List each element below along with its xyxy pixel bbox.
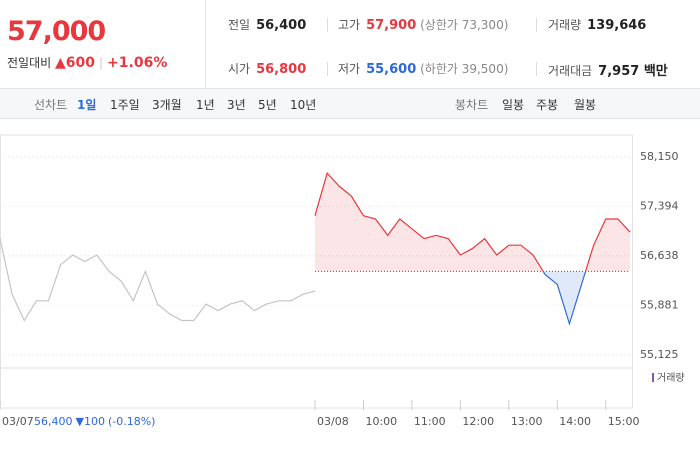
- stat-value: 139,646: [587, 18, 647, 33]
- stat-label: 전일: [228, 18, 251, 32]
- stat-note: (상한가 73,300): [420, 18, 509, 32]
- header: 57,000 전일대비 ▲600 | +1.06% 전일 56,400 고가 57,90…: [0, 0, 700, 89]
- line-down: [542, 271, 587, 326]
- stat-label: 저가: [338, 62, 361, 76]
- stat-value: 56,400: [256, 18, 307, 33]
- footer-rate: (-0.18%): [108, 415, 156, 428]
- stat-label: 시가: [228, 62, 251, 76]
- chart: 58,150 57,394 56,638 55,881 55,125 03/07 03/08…: [0, 134, 685, 428]
- tab-group-label: 봉차트: [455, 98, 489, 112]
- volume-legend-swatch: [652, 373, 654, 382]
- area-down: [543, 271, 586, 324]
- stat: 전일 56,400: [228, 16, 306, 33]
- stat-value: 57,900: [366, 18, 417, 33]
- tab[interactable]: 일봉: [502, 98, 525, 112]
- y-tick-label: 57,394: [640, 199, 679, 212]
- footer-change: ▼100: [76, 415, 105, 428]
- stat-note: (하한가 39,500): [420, 62, 509, 76]
- tab[interactable]: 1주일: [110, 98, 140, 112]
- x-tick-label: 13:00: [511, 415, 543, 428]
- stat: 고가 57,900 (상한가 73,300): [338, 16, 508, 33]
- tab[interactable]: 3년: [227, 98, 246, 112]
- tab[interactable]: 1년: [196, 98, 215, 112]
- line: [0, 238, 316, 322]
- footer-price: 56,400: [34, 415, 73, 428]
- stat-value: 56,800: [256, 62, 307, 77]
- x-tick-label: 11:00: [414, 415, 446, 428]
- volume-legend: 거래량: [657, 372, 685, 384]
- stat-label: 거래대금: [548, 64, 593, 78]
- stat-label: 거래량: [548, 18, 582, 32]
- stat: 거래량 139,646: [548, 16, 646, 33]
- x-tick-label: 15:00: [608, 415, 640, 428]
- tab-group-label: 선차트: [34, 98, 68, 112]
- price-box: 57,000 전일대비 ▲600 | +1.06%: [0, 0, 206, 88]
- stat: 저가 55,600 (하한가 39,500): [338, 60, 508, 77]
- tab[interactable]: 월봉: [574, 98, 597, 112]
- line-up: [314, 171, 631, 272]
- stat-label: 고가: [338, 18, 361, 32]
- stat-value: 55,600: [366, 62, 417, 77]
- change-line: 전일대비 ▲600 | +1.06%: [7, 55, 168, 71]
- stat: 거래대금 7,957 백만: [548, 60, 668, 79]
- tab[interactable]: 10년: [290, 98, 317, 112]
- tab-bar: 선차트 봉차트 1일 1주일 3개월 1년 3년 5년 10년 일봉 주봉 월봉: [0, 89, 700, 119]
- plot-frame: [0, 134, 633, 409]
- y-tick-label: 55,881: [640, 298, 679, 311]
- tab[interactable]: 주봉: [536, 98, 559, 112]
- y-tick-label: 55,125: [640, 348, 679, 361]
- x-tick-label: 10:00: [365, 415, 397, 428]
- x-tick-label: 03/07: [2, 415, 34, 428]
- area-up: [315, 173, 630, 272]
- x-tick-label: 12:00: [462, 415, 494, 428]
- x-tick-label: 14:00: [559, 415, 591, 428]
- tab[interactable]: 1일: [77, 98, 97, 112]
- price: 57,000: [7, 16, 106, 47]
- stat: 시가 56,800: [228, 60, 306, 77]
- x-tick-label: 03/08: [317, 415, 349, 428]
- y-tick-label: 56,638: [640, 249, 679, 262]
- change-rate: +1.06%: [107, 55, 168, 71]
- tab[interactable]: 5년: [258, 98, 277, 112]
- stat-value: 7,957 백만: [598, 64, 668, 79]
- tab[interactable]: 3개월: [152, 98, 182, 112]
- footer-info: 56,400 ▼100 (-0.18%): [34, 415, 155, 428]
- y-tick-label: 58,150: [640, 150, 679, 163]
- change-label: 전일대비: [7, 56, 52, 70]
- change: ▲600: [55, 55, 95, 71]
